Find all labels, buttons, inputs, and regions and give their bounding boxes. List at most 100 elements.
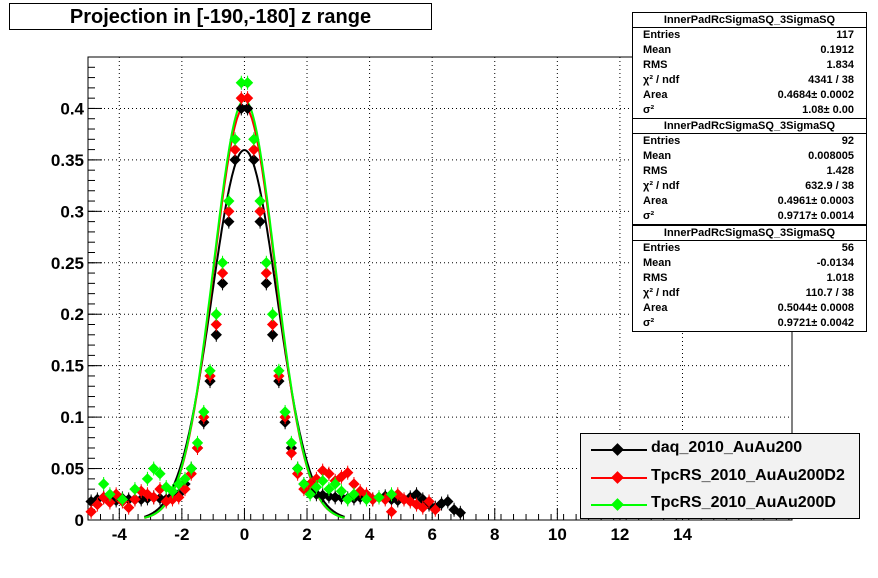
data-point	[223, 215, 235, 228]
stats-row: Mean 0.008005	[633, 149, 866, 164]
stats-key: χ² / ndf	[643, 287, 680, 299]
data-point	[266, 329, 279, 341]
x-tick-label: 2	[302, 525, 311, 544]
data-point	[285, 447, 298, 459]
stats-key: σ²	[643, 104, 655, 116]
stats-row: σ² 1.08± 0.00	[633, 103, 866, 118]
stats-key: Entries	[643, 29, 681, 41]
stats-row: χ² / ndf 110.7 / 38	[633, 286, 866, 301]
fit-curve	[144, 148, 345, 518]
stats-row: σ² 0.9721± 0.0042	[633, 316, 866, 331]
stats-row: σ² 0.9717± 0.0014	[633, 209, 866, 224]
y-tick-label: 0.25	[51, 254, 84, 273]
data-point	[342, 493, 354, 506]
data-point	[373, 491, 385, 504]
stats-value: 1.018	[826, 272, 854, 284]
data-point	[229, 133, 241, 145]
y-tick-label: 0.35	[51, 151, 84, 170]
data-point	[348, 488, 360, 500]
stats-value: 0.4684± 0.0002	[777, 89, 854, 101]
data-point	[310, 481, 323, 493]
data-point	[185, 462, 197, 475]
data-point	[273, 365, 285, 377]
stats-row: Entries 92	[633, 134, 866, 149]
data-point	[260, 267, 273, 279]
stats-row: Area 0.4684± 0.0002	[633, 88, 866, 103]
data-point	[210, 329, 222, 341]
data-point	[260, 277, 273, 290]
data-point	[392, 488, 404, 500]
data-point	[266, 308, 279, 320]
data-point	[410, 488, 423, 500]
stats-key: Area	[643, 302, 668, 314]
legend: daq_2010_AuAu200 TpcRS_2010_AuAu200D2 Tp…	[580, 433, 860, 519]
stats-row: RMS 1.428	[633, 164, 866, 179]
data-point	[385, 488, 398, 500]
stats-key: Entries	[643, 242, 681, 254]
data-point	[304, 488, 316, 500]
x-tick-label: 0	[240, 525, 249, 544]
stats-key: Area	[643, 195, 668, 207]
stats-row: Mean 0.1912	[633, 43, 866, 58]
stats-value: 110.7 / 38	[805, 287, 854, 299]
stats-box: InnerPadRcSigmaSQ_3SigmaSQ Entries 92 Mean 0…	[632, 118, 867, 225]
data-point	[335, 485, 348, 497]
stats-row: Area 0.5044± 0.0008	[633, 301, 866, 316]
y-tick-label: 0.15	[51, 357, 84, 376]
data-point	[216, 257, 229, 269]
stats-value: 56	[841, 242, 854, 254]
stats-key: σ²	[643, 317, 655, 329]
chart-title-box: Projection in [-190,-180] z range	[9, 3, 432, 30]
x-tick-label: 10	[548, 525, 567, 544]
data-point	[179, 483, 191, 495]
data-point	[148, 491, 160, 504]
stats-key: χ² / ndf	[643, 180, 680, 192]
data-point	[266, 318, 279, 331]
stats-key: Area	[643, 89, 668, 101]
data-point	[191, 437, 204, 449]
data-point	[254, 195, 266, 207]
y-tick-label: 0.3	[60, 202, 84, 221]
data-point	[323, 483, 335, 495]
legend-marker	[611, 498, 624, 511]
data-point	[423, 495, 435, 508]
legend-label: TpcRS_2010_AuAu200D2	[651, 467, 845, 484]
stats-key: Mean	[643, 257, 672, 269]
x-tick-label: 4	[365, 525, 375, 544]
legend-item: TpcRS_2010_AuAu200D2	[581, 464, 859, 492]
data-point	[417, 501, 429, 514]
x-tick-label: -4	[112, 525, 128, 544]
y-tick-label: 0.1	[60, 408, 84, 427]
legend-label: daq_2010_AuAu200	[651, 439, 803, 456]
data-point	[279, 406, 291, 418]
data-point	[254, 205, 266, 217]
chart-title: Projection in [-190,-180] z range	[69, 6, 372, 28]
data-point	[173, 478, 185, 490]
stats-value: 0.4961± 0.0003	[777, 195, 854, 207]
legend-marker	[611, 443, 624, 456]
stats-row: Entries 56	[633, 241, 866, 256]
stats-row: RMS 1.018	[633, 271, 866, 286]
y-tick-label: 0.05	[51, 460, 84, 479]
data-point	[342, 467, 354, 479]
stats-value: 1.428	[826, 165, 854, 177]
legend-item: daq_2010_AuAu200	[581, 436, 859, 464]
stats-box: InnerPadRcSigmaSQ_3SigmaSQ Entries 117 Mean…	[632, 12, 867, 119]
stats-row: Mean -0.0134	[633, 256, 866, 271]
stats-key: RMS	[643, 59, 668, 71]
data-point	[254, 215, 266, 228]
stats-key: Mean	[643, 150, 672, 162]
stats-row: Area 0.4961± 0.0003	[633, 194, 866, 209]
x-tick-label: 14	[673, 525, 692, 544]
data-point	[454, 507, 466, 519]
data-point	[148, 462, 160, 475]
y-tick-label: 0.4	[60, 99, 84, 118]
stats-value: 4341 / 38	[808, 74, 854, 86]
stats-value: 117	[836, 29, 854, 41]
data-point	[329, 478, 341, 490]
data-point	[223, 195, 235, 207]
stats-value: 0.5044± 0.0008	[777, 302, 854, 314]
stats-box-title: InnerPadRcSigmaSQ_3SigmaSQ	[633, 226, 866, 241]
stats-value: 0.1912	[820, 44, 854, 56]
